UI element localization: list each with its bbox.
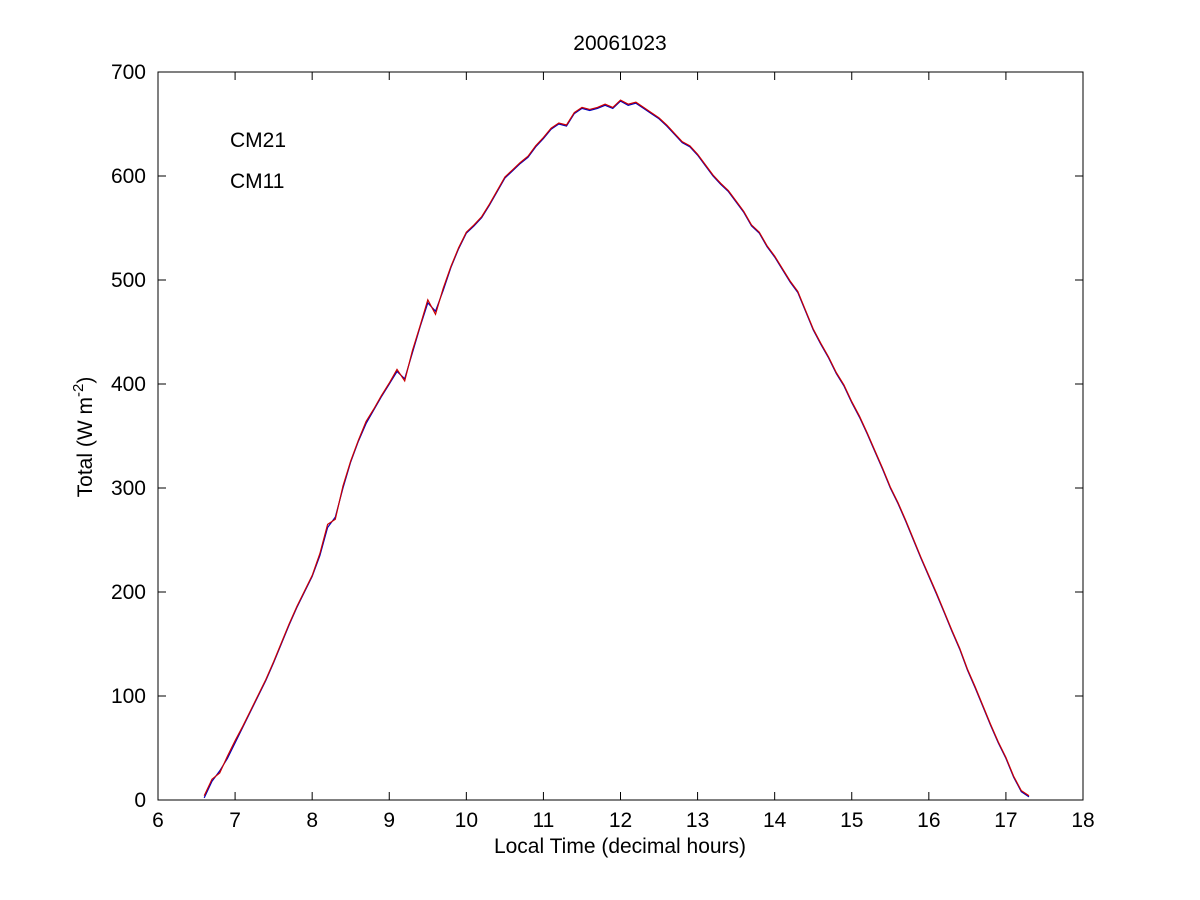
x-tick-label: 11 (533, 809, 555, 832)
series-line-cm11 (203, 99, 1030, 797)
y-axis-label: Total (W m-2) (70, 377, 97, 498)
x-tick-label: 13 (686, 809, 709, 832)
x-tick-label: 17 (994, 809, 1017, 832)
x-tick-label: 9 (383, 809, 395, 832)
x-tick-label: 7 (229, 809, 241, 832)
legend-label-cm21: CM21 (230, 129, 286, 152)
x-tick-label: 8 (306, 809, 318, 832)
y-tick-label: 0 (134, 789, 146, 812)
x-tick-label: 18 (1071, 809, 1094, 832)
y-tick-label: 400 (111, 373, 146, 396)
y-axis-label-main: Total (W m (74, 397, 97, 497)
y-axis-label-end: ) (74, 377, 97, 384)
x-tick-label: 12 (609, 809, 632, 832)
axes-box (157, 71, 1084, 801)
x-tick-label: 10 (455, 809, 478, 832)
x-tick-label: 6 (152, 809, 164, 832)
y-tick-label: 600 (111, 165, 146, 188)
y-tick-label: 200 (111, 581, 146, 604)
y-tick-label: 500 (111, 269, 146, 292)
x-tick-label: 15 (840, 809, 863, 832)
y-tick-label: 100 (111, 685, 146, 708)
x-tick-label: 14 (763, 809, 787, 832)
series-lines (203, 99, 1030, 799)
x-axis-label: Local Time (decimal hours) (494, 835, 746, 858)
y-tick-label: 300 (111, 477, 146, 500)
y-tick-label: 700 (111, 61, 146, 84)
axis-ticks: 6 7 8 9 10 11 12 13 14 15 16 17 18 0 100 200 300 400 500 60… (111, 61, 1095, 832)
y-axis-label-sup: -2 (70, 384, 87, 397)
x-tick-label: 16 (917, 809, 940, 832)
series-line-cm21 (203, 100, 1030, 799)
chart-title: 20061023 (573, 32, 666, 55)
legend-label-cm11: CM11 (230, 170, 284, 193)
